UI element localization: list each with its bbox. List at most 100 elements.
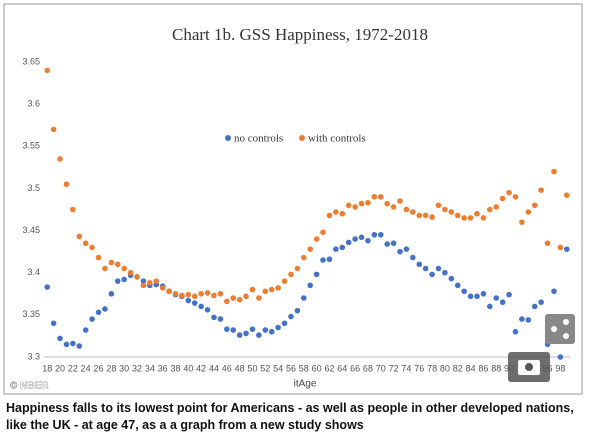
data-point: [140, 282, 147, 289]
data-point: [153, 278, 160, 284]
data-point: [377, 231, 384, 238]
data-point: [300, 295, 307, 301]
data-point: [89, 244, 95, 251]
data-point: [333, 246, 339, 252]
data-point: [403, 206, 410, 213]
data-point: [249, 286, 256, 293]
data-point: [224, 326, 230, 332]
share-button[interactable]: [545, 314, 575, 344]
x-tick-label: 20: [55, 363, 65, 373]
data-point: [185, 291, 192, 298]
x-tick-label: 18: [42, 363, 52, 373]
x-tick-label: 36: [158, 363, 168, 373]
data-point: [435, 202, 442, 209]
data-point: [198, 290, 204, 297]
data-point: [480, 290, 487, 297]
data-point: [95, 309, 102, 316]
data-point: [519, 316, 525, 322]
x-tick-label: 34: [145, 363, 155, 373]
y-tick-label: 3.5: [27, 183, 40, 193]
data-point: [268, 286, 275, 293]
data-point: [204, 290, 211, 296]
data-point: [551, 288, 557, 295]
x-tick-label: 72: [389, 363, 399, 373]
data-point: [262, 288, 269, 295]
data-point: [506, 189, 512, 196]
chart-title: Chart 1b. GSS Happiness, 1972-2018: [172, 25, 428, 44]
x-tick-label: 66: [350, 363, 360, 373]
data-point: [512, 328, 519, 335]
data-point: [358, 200, 365, 207]
data-point: [320, 257, 326, 263]
camera-button[interactable]: [508, 352, 550, 382]
data-point: [288, 271, 294, 278]
x-tick-label: 74: [401, 363, 411, 373]
data-point: [339, 210, 346, 217]
x-tick-label: 64: [337, 363, 347, 373]
data-point: [95, 254, 102, 261]
x-tick-label: 98: [555, 363, 565, 373]
data-point: [435, 265, 442, 272]
x-tick-label: 22: [68, 363, 78, 373]
data-point: [525, 209, 532, 215]
data-point: [384, 200, 390, 207]
y-tick-label: 3.55: [22, 141, 40, 151]
data-point: [326, 212, 333, 219]
x-tick-label: 24: [81, 363, 91, 373]
data-point: [499, 195, 506, 202]
chart-frame: [3, 3, 583, 395]
data-point: [102, 265, 108, 272]
data-point: [249, 326, 256, 332]
data-point: [352, 236, 358, 242]
data-point: [191, 300, 198, 306]
data-point: [454, 212, 461, 219]
data-point: [256, 295, 262, 301]
data-point: [544, 240, 551, 247]
data-point: [307, 282, 314, 289]
x-tick-label: 60: [312, 363, 322, 373]
x-tick-label: 68: [363, 363, 373, 373]
data-point: [345, 202, 352, 209]
data-point: [416, 212, 423, 219]
data-point: [365, 237, 371, 244]
data-point: [410, 254, 416, 261]
x-tick-label: 70: [376, 363, 386, 373]
data-point: [493, 295, 500, 301]
x-tick-label: 80: [440, 363, 450, 373]
camera-icon: [525, 363, 533, 371]
data-point: [134, 274, 140, 280]
x-tick-label: 38: [170, 363, 180, 373]
data-point: [461, 215, 467, 221]
data-point: [313, 271, 320, 278]
data-point: [493, 204, 500, 210]
data-point: [397, 248, 403, 255]
data-point: [172, 290, 179, 297]
data-point: [224, 298, 230, 305]
legend-label: no controls: [234, 133, 283, 145]
data-point: [531, 202, 538, 209]
data-point: [140, 278, 147, 284]
data-point: [371, 231, 378, 238]
data-point: [179, 292, 185, 299]
data-point: [204, 307, 211, 313]
x-axis-label: itAge: [294, 379, 317, 390]
data-point: [358, 234, 365, 241]
data-point: [294, 265, 301, 272]
share-box[interactable]: [545, 314, 575, 344]
data-point: [538, 187, 544, 193]
data-point: [377, 194, 384, 200]
data-point: [448, 209, 455, 215]
data-point: [320, 229, 326, 236]
data-point: [563, 246, 570, 252]
x-tick-label: 62: [324, 363, 334, 373]
data-point: [147, 280, 153, 286]
data-point: [563, 192, 570, 198]
data-point: [467, 293, 474, 300]
y-tick-label: 3.35: [22, 309, 40, 319]
data-point: [410, 209, 416, 215]
data-point: [416, 261, 423, 268]
x-tick-label: 48: [235, 363, 245, 373]
legend-label: with controls: [308, 133, 366, 145]
data-point: [102, 306, 108, 312]
x-tick-label: 56: [286, 363, 296, 373]
